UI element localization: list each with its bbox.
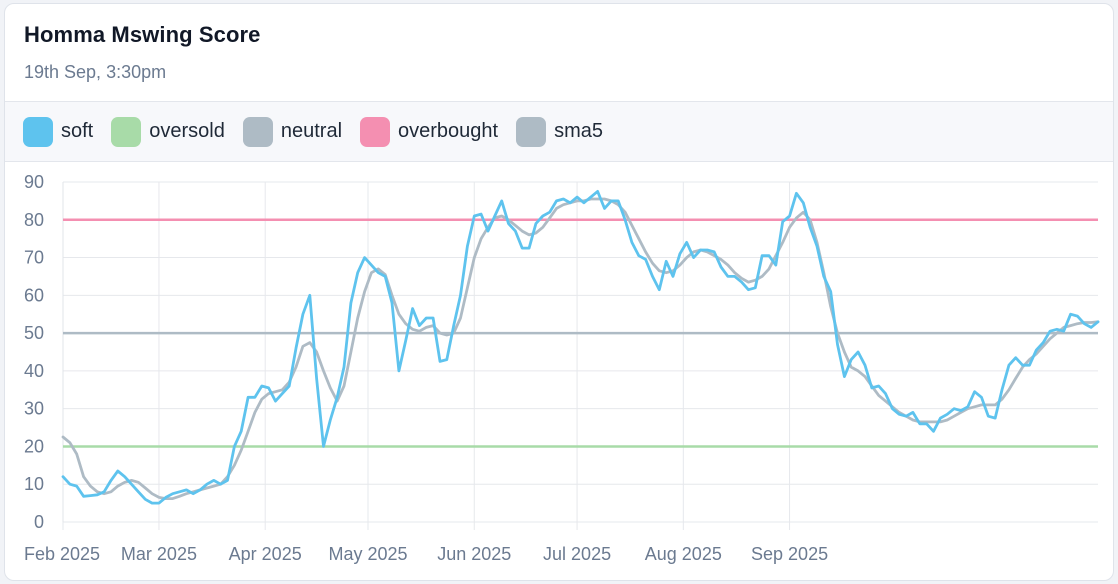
legend-item-oversold[interactable]: oversold [111, 116, 225, 147]
x-tick-label: Jun 2025 [437, 544, 511, 564]
legend-swatch-overbought [360, 116, 391, 147]
y-tick-label: 80 [24, 210, 44, 230]
legend-label: neutral [280, 120, 343, 142]
legend-swatch-soft [23, 116, 53, 147]
y-tick-label: 0 [34, 512, 44, 532]
series-line-sma5 [61, 197, 1100, 500]
legend-item-soft[interactable]: soft [23, 116, 94, 147]
y-tick-label: 50 [24, 323, 44, 343]
legend-swatch-oversold [111, 116, 142, 147]
x-tick-label: Feb 2025 [24, 544, 100, 564]
y-tick-label: 70 [24, 248, 44, 268]
chart-timestamp: 19th Sep, 3:30pm [24, 62, 167, 82]
legend-item-sma5[interactable]: sma5 [516, 116, 603, 147]
x-axis-ticks: Feb 2025 Mar 2025 Apr 2025 May 2025 Jun 2025… [24, 544, 828, 564]
y-axis-ticks: 0 10 20 30 40 50 60 70 80 90 [24, 172, 44, 532]
legend-label: overbought [398, 120, 499, 142]
y-tick-label: 90 [24, 172, 44, 192]
legend: soft oversold neutral overbought sma5 [5, 102, 1113, 162]
grid [62, 181, 1098, 530]
y-tick-label: 30 [24, 399, 44, 419]
chart-header: Homma Mswing Score 19th Sep, 3:30pm [5, 4, 1113, 102]
legend-swatch-neutral [242, 116, 273, 147]
x-tick-label: Mar 2025 [121, 544, 197, 564]
x-tick-label: Sep 2025 [751, 544, 828, 564]
legend-item-overbought[interactable]: overbought [360, 116, 499, 147]
legend-swatch-sma5 [516, 116, 547, 147]
legend-label: sma5 [554, 120, 603, 142]
x-tick-label: Apr 2025 [229, 544, 302, 564]
legend-label: oversold [149, 120, 225, 142]
y-tick-label: 40 [24, 361, 44, 381]
legend-item-neutral[interactable]: neutral [242, 116, 343, 147]
chart-title: Homma Mswing Score [24, 22, 261, 47]
x-tick-label: Jul 2025 [543, 544, 611, 564]
x-tick-label: Aug 2025 [645, 544, 722, 564]
reference-lines [63, 218, 1098, 448]
series-lines [61, 190, 1100, 505]
y-tick-label: 20 [24, 436, 44, 456]
y-tick-label: 10 [24, 474, 44, 494]
x-tick-label: May 2025 [328, 544, 407, 564]
legend-label: soft [61, 120, 94, 142]
y-tick-label: 60 [24, 285, 44, 305]
series-line-soft [61, 190, 1100, 505]
line-chart: 0 10 20 30 40 50 60 70 80 90 Feb 2025 Mar 2025 Apr … [24, 172, 1100, 564]
